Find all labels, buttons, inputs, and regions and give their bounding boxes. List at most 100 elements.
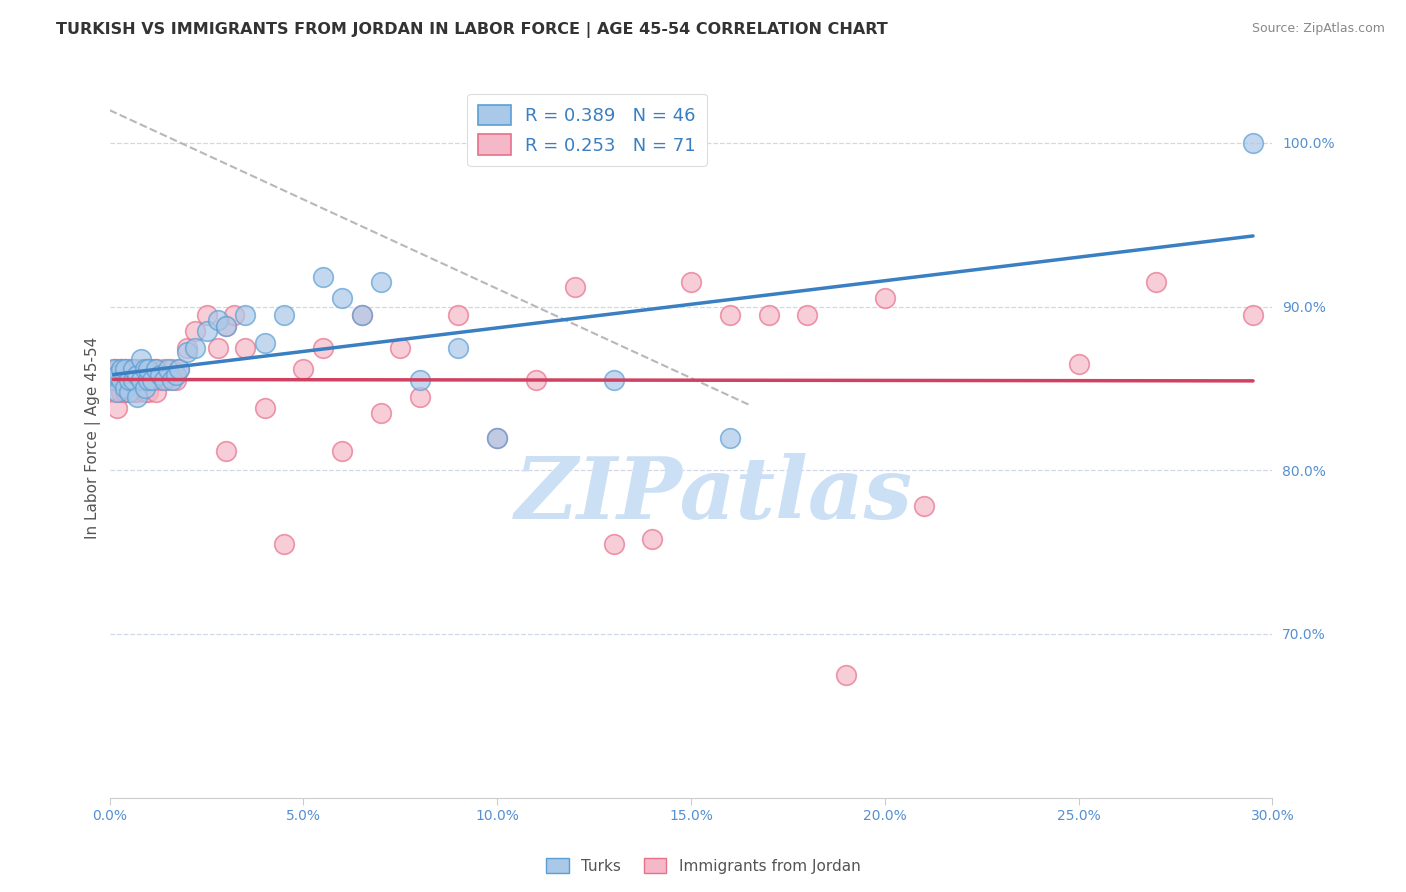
Point bbox=[156, 373, 179, 387]
Point bbox=[912, 500, 935, 514]
Point bbox=[125, 384, 148, 399]
Point bbox=[110, 384, 132, 399]
Point bbox=[409, 390, 432, 404]
Point bbox=[207, 312, 229, 326]
Point bbox=[1241, 308, 1264, 322]
Point bbox=[312, 270, 335, 285]
Point bbox=[103, 361, 125, 376]
Point bbox=[138, 361, 160, 376]
Point bbox=[141, 373, 163, 387]
Point bbox=[145, 361, 167, 376]
Point bbox=[105, 384, 128, 399]
Point bbox=[718, 308, 741, 322]
Point bbox=[253, 335, 276, 350]
Point bbox=[122, 373, 145, 387]
Point bbox=[114, 381, 136, 395]
Point bbox=[145, 384, 167, 399]
Point bbox=[129, 373, 152, 387]
Point bbox=[118, 384, 141, 399]
Point bbox=[122, 361, 145, 376]
Point bbox=[134, 384, 156, 399]
Point bbox=[110, 361, 132, 376]
Point bbox=[330, 292, 353, 306]
Point bbox=[524, 373, 547, 387]
Point bbox=[486, 431, 509, 445]
Point bbox=[160, 361, 183, 376]
Point bbox=[184, 324, 207, 338]
Point bbox=[138, 384, 160, 399]
Point bbox=[103, 384, 125, 399]
Text: TURKISH VS IMMIGRANTS FROM JORDAN IN LABOR FORCE | AGE 45-54 CORRELATION CHART: TURKISH VS IMMIGRANTS FROM JORDAN IN LAB… bbox=[56, 22, 889, 38]
Point bbox=[125, 390, 148, 404]
Point bbox=[447, 308, 470, 322]
Point bbox=[233, 308, 256, 322]
Point bbox=[873, 292, 896, 306]
Point bbox=[679, 275, 702, 289]
Text: Source: ZipAtlas.com: Source: ZipAtlas.com bbox=[1251, 22, 1385, 36]
Point bbox=[114, 361, 136, 376]
Point bbox=[122, 361, 145, 376]
Point bbox=[138, 361, 160, 376]
Point bbox=[215, 319, 238, 334]
Point bbox=[169, 361, 191, 376]
Point bbox=[176, 345, 198, 359]
Point bbox=[110, 361, 132, 376]
Point bbox=[118, 361, 141, 376]
Point bbox=[370, 275, 392, 289]
Point bbox=[145, 361, 167, 376]
Point bbox=[370, 406, 392, 420]
Point bbox=[125, 368, 148, 383]
Point bbox=[195, 324, 218, 338]
Point bbox=[110, 373, 132, 387]
Point bbox=[122, 373, 145, 387]
Point bbox=[105, 373, 128, 387]
Point bbox=[409, 373, 432, 387]
Point bbox=[138, 373, 160, 387]
Point bbox=[641, 532, 664, 546]
Point bbox=[118, 373, 141, 387]
Point bbox=[138, 373, 160, 387]
Point bbox=[602, 537, 624, 551]
Point bbox=[149, 373, 172, 387]
Point bbox=[114, 384, 136, 399]
Point bbox=[292, 361, 315, 376]
Point bbox=[103, 373, 125, 387]
Point bbox=[118, 373, 141, 387]
Point bbox=[103, 361, 125, 376]
Point bbox=[835, 668, 858, 682]
Point bbox=[1144, 275, 1167, 289]
Point bbox=[195, 308, 218, 322]
Point bbox=[149, 368, 172, 383]
Point bbox=[564, 280, 586, 294]
Point bbox=[153, 373, 176, 387]
Point bbox=[129, 361, 152, 376]
Point bbox=[169, 361, 191, 376]
Point bbox=[602, 373, 624, 387]
Point bbox=[160, 373, 183, 387]
Point bbox=[165, 368, 187, 383]
Point bbox=[118, 384, 141, 399]
Point bbox=[1067, 357, 1090, 371]
Point bbox=[215, 319, 238, 334]
Point bbox=[312, 341, 335, 355]
Point bbox=[330, 443, 353, 458]
Point bbox=[141, 373, 163, 387]
Point bbox=[125, 361, 148, 376]
Legend: Turks, Immigrants from Jordan: Turks, Immigrants from Jordan bbox=[540, 852, 866, 880]
Point bbox=[176, 341, 198, 355]
Point bbox=[134, 373, 156, 387]
Point bbox=[141, 361, 163, 376]
Point bbox=[153, 361, 176, 376]
Point bbox=[486, 431, 509, 445]
Point bbox=[253, 401, 276, 416]
Point bbox=[105, 401, 128, 416]
Point bbox=[134, 381, 156, 395]
Y-axis label: In Labor Force | Age 45-54: In Labor Force | Age 45-54 bbox=[86, 336, 101, 539]
Point bbox=[1241, 136, 1264, 150]
Point bbox=[105, 361, 128, 376]
Point bbox=[447, 341, 470, 355]
Point bbox=[273, 537, 295, 551]
Point bbox=[350, 308, 373, 322]
Point bbox=[103, 373, 125, 387]
Point bbox=[273, 308, 295, 322]
